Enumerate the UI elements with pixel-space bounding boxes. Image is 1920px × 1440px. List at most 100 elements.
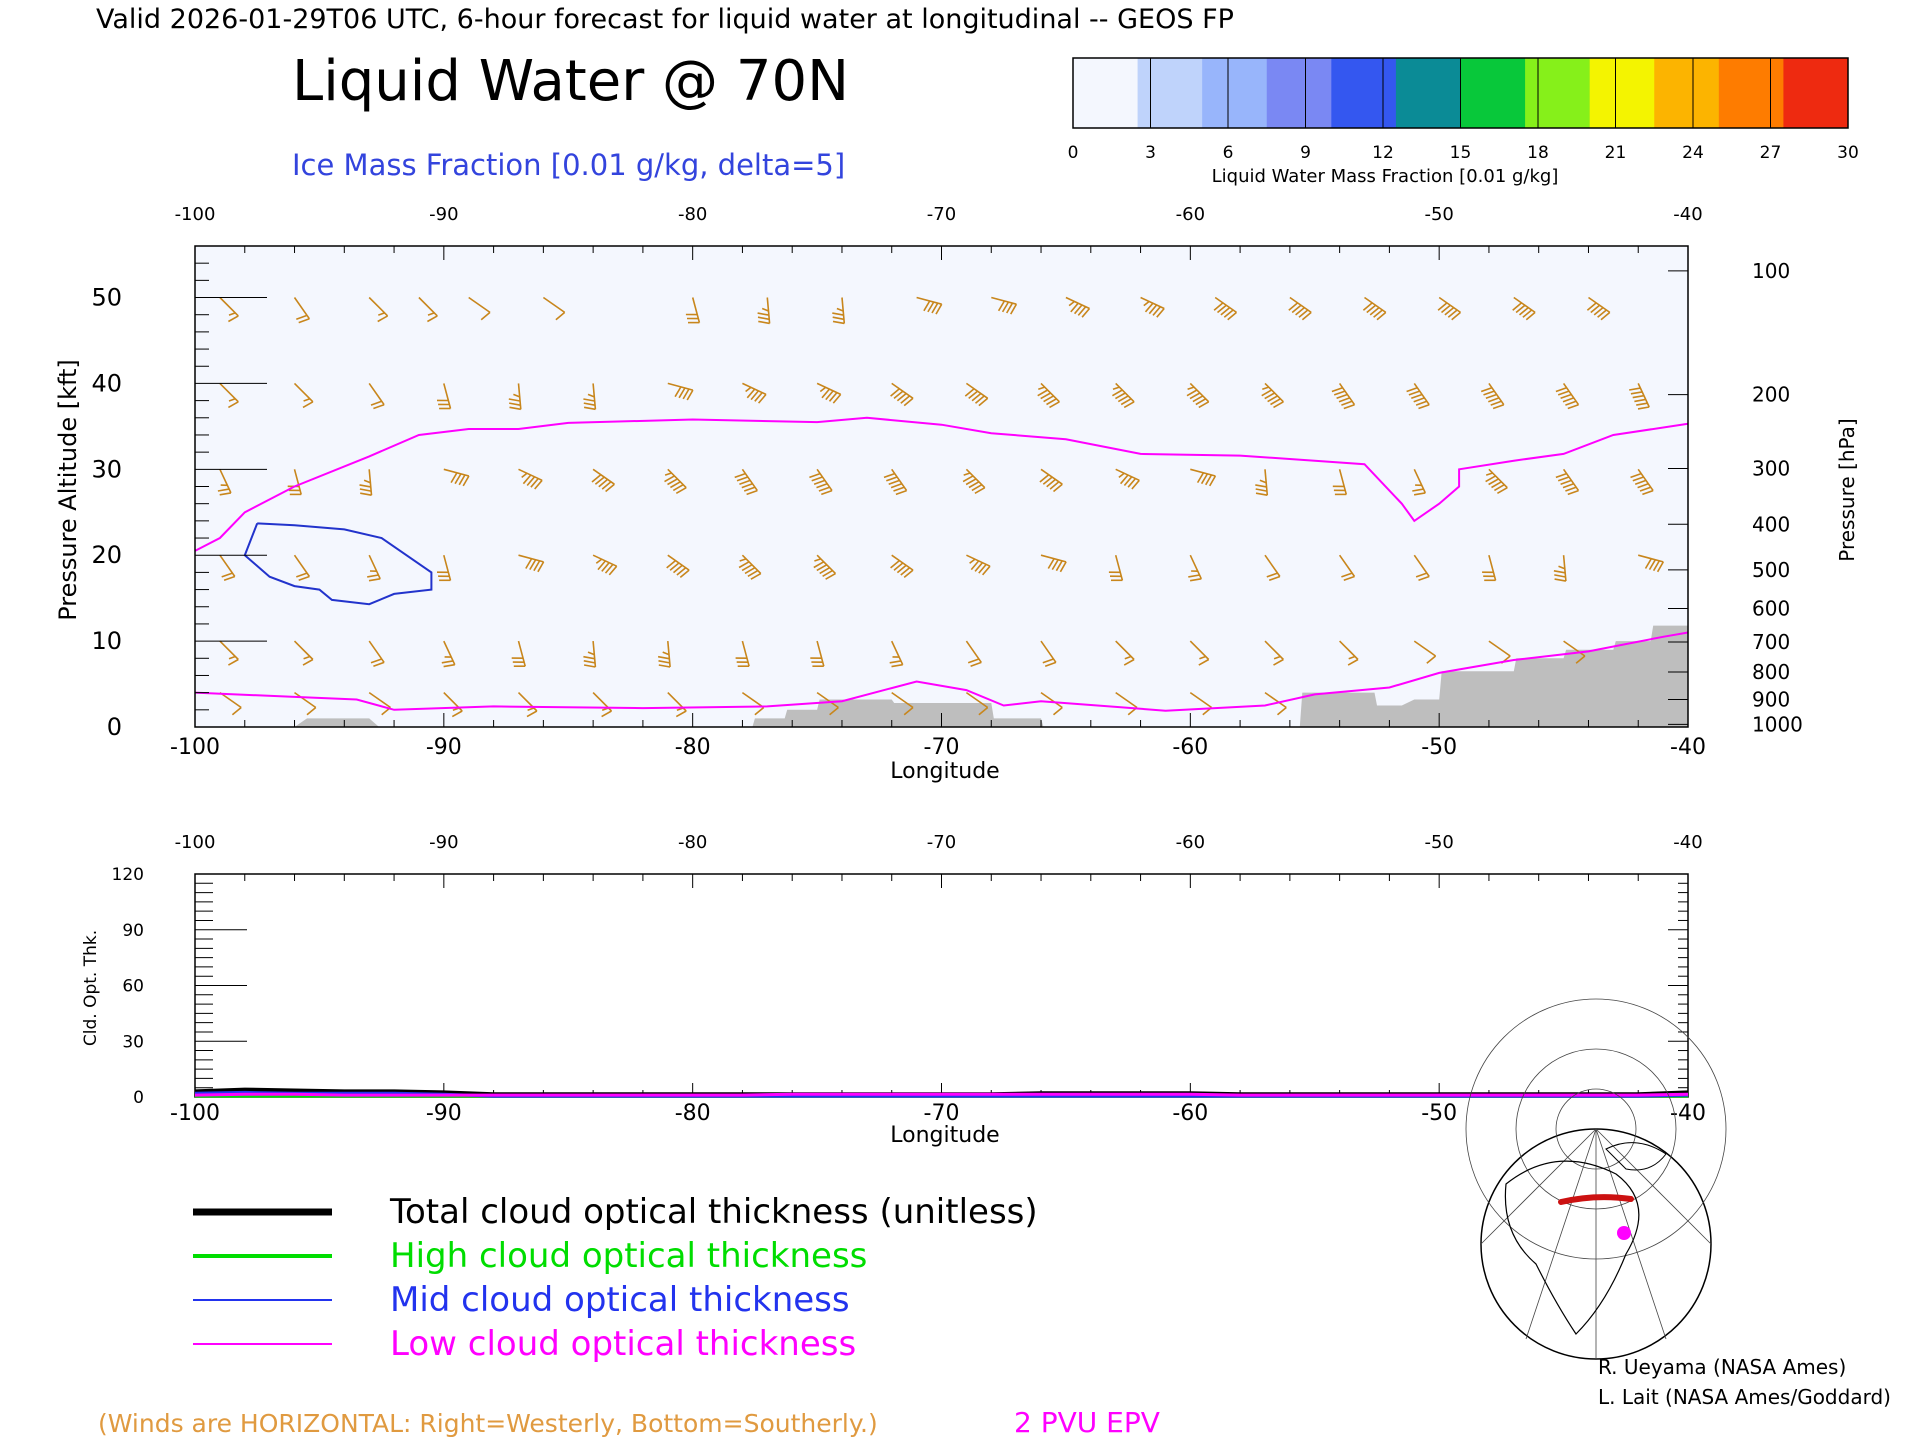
wind-barb-flag bbox=[821, 489, 833, 496]
wind-barb-flag bbox=[968, 390, 979, 400]
wind-barb-flag bbox=[893, 486, 905, 492]
wind-barb bbox=[891, 691, 914, 716]
wind-barb-flag bbox=[1268, 575, 1281, 582]
wind-barb-flag bbox=[893, 562, 904, 571]
wind-barb-flag bbox=[1200, 473, 1209, 485]
wind-barb-flag bbox=[1046, 478, 1057, 488]
wind-barb-flag bbox=[900, 395, 911, 404]
wind-barb-flag bbox=[1343, 403, 1355, 410]
wind-barb-flag bbox=[1522, 309, 1533, 318]
colorbar-swatch bbox=[1460, 58, 1526, 128]
wind-barb-flag bbox=[1119, 474, 1129, 485]
wind-barb-flag bbox=[298, 318, 310, 324]
epv-label: 2 PVU EPV bbox=[1014, 1406, 1160, 1439]
wind-barb bbox=[916, 296, 943, 315]
wind-barb-flag bbox=[1366, 304, 1377, 314]
wind-barb-flag bbox=[686, 389, 694, 401]
wind-barb-flag bbox=[1483, 390, 1495, 396]
wind-barb bbox=[1553, 555, 1567, 582]
wind-barb-flag bbox=[1144, 302, 1154, 313]
wind-barb-flag bbox=[1336, 393, 1348, 400]
wind-barb-flag bbox=[1411, 393, 1423, 400]
wind-barb-flag bbox=[1488, 397, 1500, 403]
wind-barb-shaft bbox=[891, 691, 914, 709]
wind-barb-flag bbox=[1485, 472, 1493, 476]
wind-barb-flag bbox=[458, 474, 466, 486]
wind-barb-flag bbox=[1557, 390, 1570, 396]
wind-barb-flag bbox=[974, 562, 984, 572]
wind-barb bbox=[1637, 554, 1664, 573]
wind-barb-flag bbox=[1052, 706, 1063, 716]
wind-barb-flag bbox=[739, 479, 751, 485]
wind-barb bbox=[1040, 554, 1067, 573]
colorbar-swatch bbox=[1395, 58, 1461, 128]
wind-barb-flag bbox=[587, 393, 595, 398]
wind-barb-flag bbox=[454, 473, 462, 485]
wind-barb bbox=[359, 469, 373, 496]
wind-barb-flag bbox=[508, 398, 521, 402]
wind-barb-flag bbox=[1195, 398, 1207, 406]
wind-barb bbox=[219, 691, 242, 716]
wind-barb-flag bbox=[1043, 395, 1054, 403]
wind-barb bbox=[436, 383, 452, 410]
wind-barb-flag bbox=[754, 706, 765, 716]
wind-barb bbox=[468, 296, 491, 321]
wind-barb-flag bbox=[1565, 400, 1577, 406]
wind-barb-flag bbox=[1189, 392, 1201, 400]
wind-barb bbox=[889, 640, 904, 668]
wind-barb-flag bbox=[1273, 401, 1284, 409]
wind-barb-flag bbox=[1341, 400, 1353, 406]
wind-barb bbox=[517, 692, 538, 718]
wind-barb-flag bbox=[1152, 306, 1162, 316]
wind-barb bbox=[294, 691, 317, 716]
wind-barb-flag bbox=[1555, 472, 1567, 479]
wind-barb-flag bbox=[1480, 386, 1493, 393]
wind-barb-flag bbox=[744, 567, 756, 575]
wind-barb-flag bbox=[509, 406, 521, 411]
wind-barb-flag bbox=[832, 316, 845, 321]
wind-barb bbox=[293, 382, 314, 409]
wind-barb-flag bbox=[1115, 392, 1126, 400]
wind-barb-flag bbox=[836, 307, 844, 312]
wind-barb-flag bbox=[741, 483, 753, 489]
wind-barb-flag bbox=[739, 558, 747, 562]
wind-barb-flag bbox=[1156, 307, 1165, 318]
main-xlabel: Longitude bbox=[890, 759, 999, 784]
opt-x-tick-label: -90 bbox=[426, 1101, 462, 1126]
opt-x-tick-label: -80 bbox=[675, 1101, 711, 1126]
wind-barb bbox=[664, 468, 687, 494]
chart-title: Liquid Water @ 70N bbox=[292, 49, 849, 114]
wind-barb bbox=[1339, 640, 1359, 666]
wind-barb-flag bbox=[757, 316, 770, 321]
wind-barb-flag bbox=[527, 707, 535, 711]
wind-barb-flag bbox=[526, 476, 536, 487]
pressure-tick-label: 200 bbox=[1752, 383, 1790, 407]
wind-barb-flag bbox=[1291, 304, 1302, 314]
colorbar-label: Liquid Water Mass Fraction [0.01 g/kg] bbox=[1212, 166, 1559, 187]
wind-barb-flag bbox=[298, 575, 310, 582]
wind-barb-flag bbox=[974, 487, 986, 494]
opt-x-tick-label-top: -50 bbox=[1424, 832, 1453, 853]
wind-barb-flag bbox=[1049, 401, 1060, 409]
wind-barb-flag bbox=[302, 658, 314, 666]
wind-barb-flag bbox=[1485, 393, 1497, 400]
ice-mass-contour bbox=[243, 522, 433, 606]
wind-barb-flag bbox=[1497, 487, 1508, 494]
wind-barb-flag bbox=[750, 572, 762, 580]
wind-barb-flag bbox=[889, 660, 902, 664]
wind-barb-flag bbox=[526, 710, 538, 718]
wind-barb bbox=[367, 554, 381, 582]
wind-barb-flag bbox=[1636, 402, 1648, 406]
wind-barb-flag bbox=[219, 492, 232, 496]
wind-barb bbox=[1040, 640, 1057, 667]
wind-barb-flag bbox=[1223, 309, 1234, 318]
wind-barb-flag bbox=[890, 483, 903, 489]
wind-barb-flag bbox=[1148, 304, 1158, 315]
wind-barb bbox=[735, 640, 750, 667]
wind-barb-flag bbox=[1369, 306, 1380, 316]
wind-barb-shaft bbox=[1264, 691, 1287, 709]
wind-barb-flag bbox=[818, 486, 830, 492]
wind-barb-flag bbox=[1426, 655, 1437, 664]
colorbar-tick-label: 15 bbox=[1450, 143, 1472, 163]
wind-barb-flag bbox=[819, 567, 830, 575]
